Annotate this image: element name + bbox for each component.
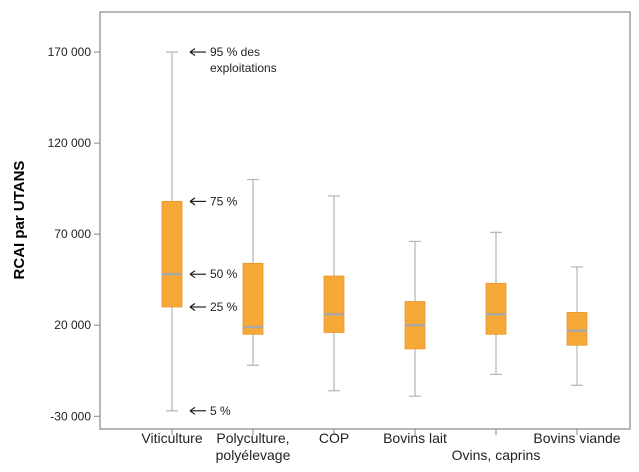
annotation-arrowhead: [189, 48, 196, 57]
annotations: 95 % des exploitations 75 % 50 % 25 % 5 %: [189, 45, 277, 418]
x-tick-label: Polyculture,: [216, 430, 289, 446]
x-tick-label: Bovins lait: [383, 430, 447, 446]
box-2: [242, 178, 264, 366]
annotation-p50: 50 %: [189, 267, 238, 281]
annotation-p95: 95 % des exploitations: [189, 45, 277, 75]
box-iqr: [323, 275, 345, 333]
x-tick-label: Viticulture: [141, 430, 202, 446]
annotation-label: exploitations: [210, 61, 277, 75]
x-tick-label: Ovins, caprins: [452, 447, 541, 463]
annotation-label: 95 % des: [210, 45, 260, 59]
y-tick-label: 70 000: [54, 227, 91, 241]
plot-area-frame: [99, 11, 631, 430]
annotation-arrowhead: [189, 406, 196, 415]
x-tick-label: Bovins viande: [533, 430, 620, 446]
box-3: [323, 195, 345, 392]
annotation-p75: 75 %: [189, 194, 238, 208]
box-4: [404, 240, 426, 397]
box-5: [485, 231, 507, 375]
y-tick-label: 120 000: [48, 136, 92, 150]
y-axis-title: RCAI par UTANS: [11, 161, 28, 280]
box-6: [566, 266, 588, 386]
annotation-arrowhead: [189, 197, 196, 206]
y-tick-label: 170 000: [48, 45, 92, 59]
box-iqr: [566, 312, 588, 346]
box-1: [161, 51, 183, 412]
annotation-p5: 5 %: [189, 404, 231, 418]
y-tick-label: 20 000: [54, 318, 91, 332]
x-tick-label: polyélevage: [216, 447, 291, 463]
annotation-label: 5 %: [210, 404, 231, 418]
box-iqr: [161, 200, 183, 308]
x-tick-label: COP: [319, 430, 349, 446]
y-tick-label: -30 000: [50, 409, 91, 423]
x-axis: Viticulture Polyculture,polyélevage COP Bov…: [141, 429, 621, 463]
annotation-p25: 25 %: [189, 300, 238, 314]
boxes: [161, 51, 588, 412]
annotation-arrowhead: [189, 270, 196, 279]
box-iqr: [242, 262, 264, 335]
box-iqr: [485, 282, 507, 335]
annotation-label: 50 %: [210, 267, 238, 281]
annotation-label: 75 %: [210, 194, 238, 208]
y-axis: -30 000 20 000 70 000 120 000 170 000: [48, 45, 100, 423]
annotation-arrowhead: [189, 303, 196, 311]
annotation-label: 25 %: [210, 300, 238, 314]
